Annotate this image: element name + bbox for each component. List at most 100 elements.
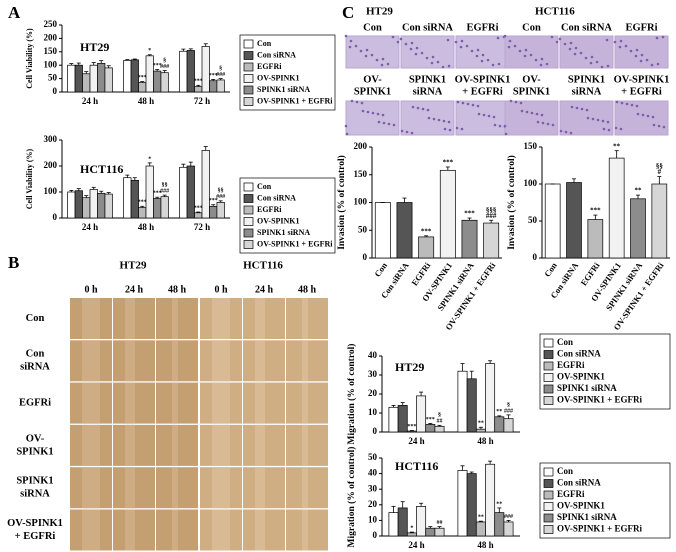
bar	[179, 50, 188, 93]
cell	[661, 35, 665, 39]
legend-label: OV-SPINK1	[257, 216, 300, 225]
y-tick-label: 250	[44, 19, 58, 29]
cell	[590, 55, 594, 59]
cell	[601, 119, 605, 123]
bar	[406, 430, 417, 433]
cell	[460, 39, 464, 43]
cell	[427, 116, 431, 120]
micrograph	[504, 35, 559, 69]
legend-box	[539, 333, 671, 410]
legend-swatch	[243, 194, 254, 203]
cell	[366, 110, 370, 114]
image-label: Con siRNA	[561, 22, 612, 33]
wound-gap	[212, 424, 230, 466]
cell	[443, 127, 447, 131]
cell	[551, 123, 555, 127]
bar	[608, 157, 625, 259]
cell	[524, 48, 528, 52]
time-label: 0 h	[84, 284, 98, 295]
significance: ***	[464, 210, 475, 218]
row-label: + EGFRi	[15, 531, 56, 542]
cell	[596, 118, 600, 122]
wound-gap	[125, 298, 135, 339]
cell	[584, 56, 588, 60]
cell	[640, 53, 644, 57]
cell	[569, 131, 573, 135]
bar	[123, 177, 132, 219]
wound-gap	[212, 340, 230, 382]
cell	[442, 119, 446, 123]
wound-gap	[125, 424, 135, 466]
cell	[493, 123, 497, 127]
cell	[344, 34, 348, 38]
y-tick-label: 20	[368, 388, 378, 398]
legend-swatch	[543, 396, 554, 405]
significance: **	[496, 501, 502, 507]
x-tick-label: 72 h	[194, 96, 210, 106]
cell	[535, 112, 539, 116]
bar	[475, 428, 486, 433]
cell	[564, 130, 568, 134]
wound-gap	[212, 298, 230, 339]
bar	[485, 363, 496, 433]
bar	[494, 416, 505, 433]
wound-gap	[172, 382, 178, 424]
wound-gap	[82, 467, 100, 509]
significance: ***	[443, 159, 454, 167]
legend-label: Con siRNA	[257, 50, 296, 59]
legend-label: EGFRi	[257, 205, 282, 214]
micrograph	[559, 100, 614, 136]
cell	[437, 118, 441, 122]
significance: ***	[426, 417, 435, 423]
wound-gap	[302, 424, 308, 466]
legend-label: EGFRi	[557, 489, 585, 499]
cell	[360, 101, 364, 105]
bar	[160, 196, 169, 219]
bar	[503, 521, 514, 537]
significance: §	[219, 66, 222, 72]
x-tick-label: Con	[372, 260, 389, 278]
bar	[67, 64, 76, 93]
legend-swatch	[243, 182, 254, 192]
significance: ***	[407, 424, 416, 430]
bar	[74, 190, 83, 219]
significance: ***	[194, 79, 203, 85]
bar	[67, 191, 76, 219]
bar	[104, 193, 113, 219]
micrograph	[455, 35, 510, 69]
image-label: OV-SPINK1	[614, 74, 670, 85]
bar	[194, 86, 203, 93]
legend-swatch	[243, 85, 254, 95]
bar	[186, 50, 195, 93]
cell	[400, 129, 404, 133]
cell	[487, 114, 491, 118]
cell	[646, 114, 650, 118]
legend-label: Con siRNA	[557, 349, 601, 359]
cell	[344, 124, 348, 128]
row-label: siRNA	[20, 489, 50, 500]
legend-swatch	[243, 240, 254, 249]
cell	[605, 38, 609, 42]
wound-gap	[125, 509, 135, 551]
significance: §	[438, 413, 441, 419]
cell	[650, 63, 654, 67]
cell	[477, 112, 481, 116]
cell	[630, 103, 634, 107]
cell	[421, 107, 425, 111]
wound-gap	[255, 340, 265, 382]
cell-line-label: HCT116	[535, 6, 575, 18]
row-label: Con	[26, 313, 45, 324]
significance: *	[410, 525, 413, 531]
cell	[399, 37, 403, 41]
y-tick-label: 100	[524, 178, 538, 188]
x-tick-label: Con	[542, 260, 559, 278]
cell	[496, 36, 500, 40]
panel-label: B	[8, 253, 19, 272]
image-label: OV-SPINK1	[455, 74, 511, 85]
micrograph	[614, 35, 669, 69]
cell	[503, 34, 507, 38]
cell	[509, 99, 513, 103]
wound-gap	[172, 298, 178, 339]
legend-swatch	[543, 467, 554, 477]
